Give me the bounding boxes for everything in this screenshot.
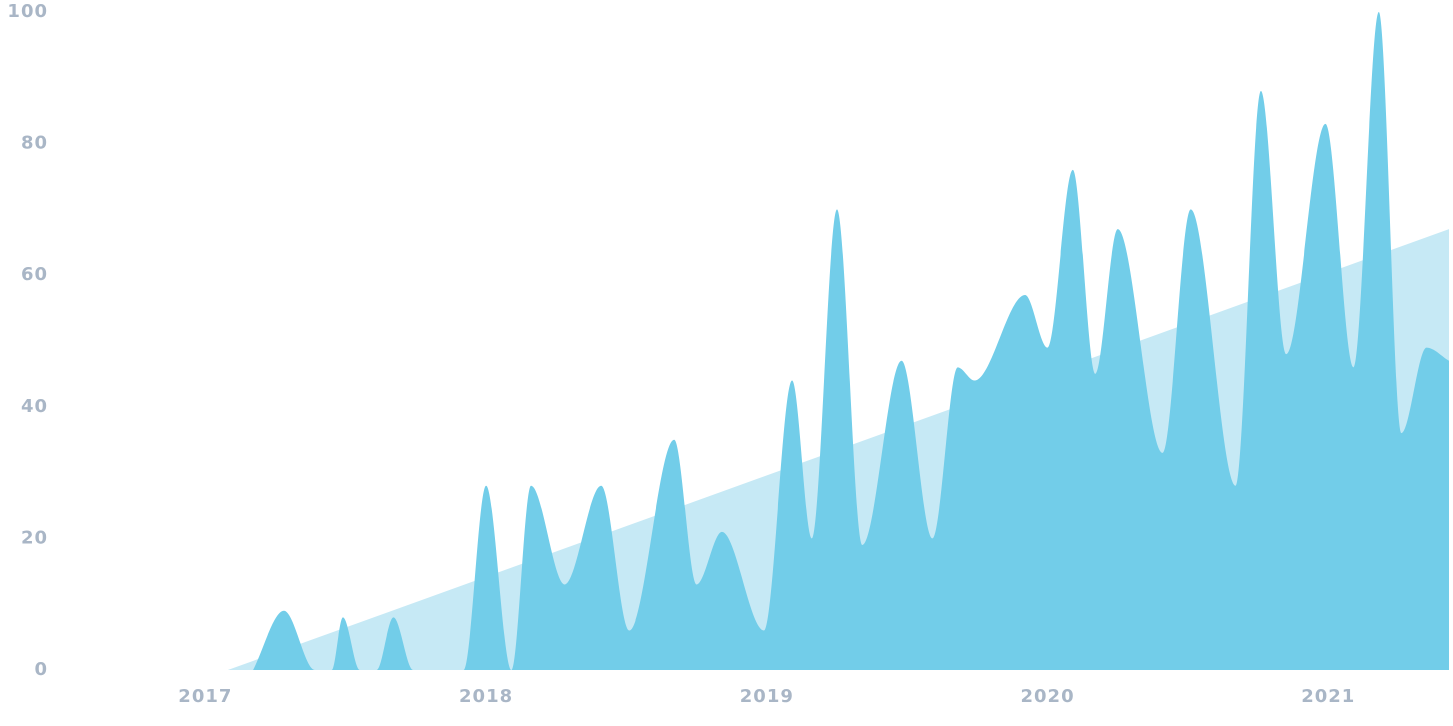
x-tick-label: 2019	[740, 686, 794, 707]
y-tick-label: 60	[21, 264, 48, 285]
y-tick-label: 80	[21, 133, 48, 154]
y-tick-label: 20	[21, 527, 48, 548]
area	[253, 12, 1450, 670]
y-tick-label: 40	[21, 396, 48, 417]
x-tick-label: 2018	[459, 686, 513, 707]
x-tick-label: 2021	[1301, 686, 1355, 707]
x-tick-label: 2017	[178, 686, 232, 707]
y-tick-label: 0	[34, 659, 48, 680]
x-tick-label: 2020	[1021, 686, 1075, 707]
y-tick-label: 100	[7, 1, 48, 22]
